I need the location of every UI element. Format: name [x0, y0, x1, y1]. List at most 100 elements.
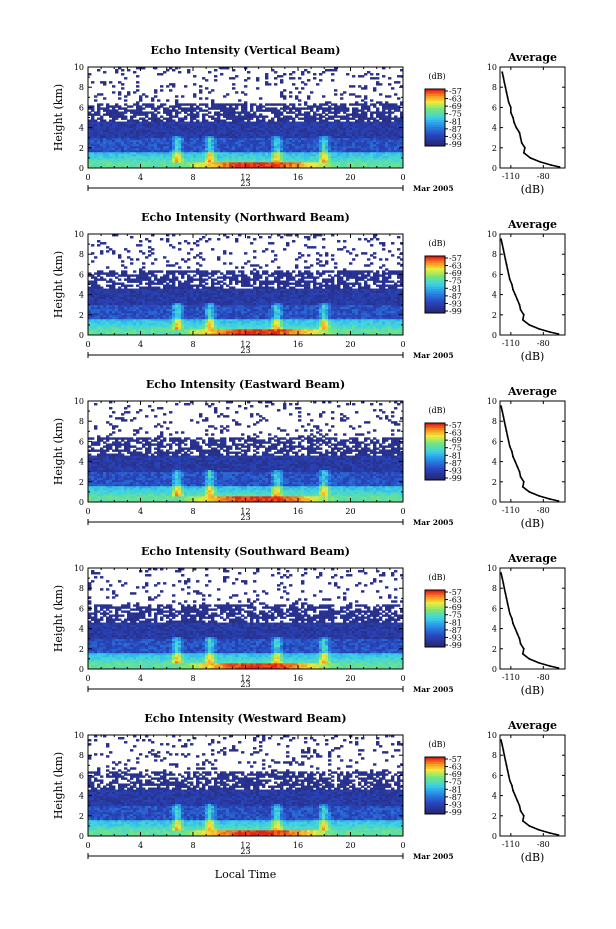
heatmap-cell — [358, 103, 362, 106]
heatmap-cell — [133, 288, 137, 291]
heatmap-cell — [94, 129, 98, 133]
heatmap-cell — [202, 270, 206, 273]
heatmap-cell — [211, 278, 215, 281]
heatmap-cell — [106, 109, 110, 112]
heatmap-cell — [136, 149, 140, 153]
heatmap-cell — [316, 83, 320, 86]
heatmap-cell — [121, 165, 125, 169]
heatmap-cell — [91, 123, 95, 126]
heatmap-cell — [112, 143, 116, 147]
heatmap-cell — [88, 157, 92, 161]
heatmap-cell — [112, 107, 116, 110]
heatmap-cell — [115, 157, 119, 161]
heatmap-cell — [190, 165, 194, 169]
heatmap-cell — [136, 139, 140, 143]
heatmap-cell — [184, 139, 188, 143]
heatmap-cell — [112, 109, 116, 112]
heatmap-cell — [223, 282, 227, 285]
heatmap-cell — [370, 103, 374, 106]
heatmap-cell — [181, 117, 185, 120]
heatmap-cell — [205, 240, 209, 243]
heatmap-cell — [169, 163, 173, 167]
heatmap-cell — [133, 91, 137, 94]
heatmap-cell — [142, 67, 146, 70]
heatmap-cell — [388, 77, 392, 80]
heatmap-cell — [121, 264, 125, 267]
heatmap-cell — [88, 286, 92, 289]
heatmap-cell — [133, 121, 137, 124]
heatmap-cell — [208, 71, 212, 74]
heatmap-cell — [232, 270, 236, 273]
heatmap-cell — [199, 288, 203, 291]
heatmap-cell — [127, 129, 131, 133]
heatmap-cell — [130, 125, 134, 128]
heatmap-cell — [181, 163, 185, 167]
heatmap-cell — [196, 254, 200, 257]
heatmap-cell — [283, 115, 287, 118]
heatmap-cell — [169, 165, 173, 169]
heatmap-cell — [133, 131, 137, 135]
heatmap-cell — [235, 75, 239, 78]
heatmap-cell — [190, 127, 194, 131]
heatmap-cell — [271, 103, 275, 106]
heatmap-cell — [328, 101, 332, 104]
heatmap-cell — [193, 115, 197, 118]
heatmap-cell — [142, 141, 146, 145]
colorbar-swatch — [425, 136, 445, 140]
heatmap-cell — [343, 115, 347, 118]
heatmap-cell — [178, 123, 182, 126]
heatmap-cell — [88, 153, 92, 157]
heatmap-cell — [91, 143, 95, 147]
heatmap-cell — [130, 111, 134, 114]
heatmap-cell — [97, 117, 101, 120]
heatmap-cell — [154, 67, 158, 70]
heatmap-cell — [100, 149, 104, 153]
heatmap-cell — [193, 151, 197, 155]
heatmap-cell — [316, 113, 320, 116]
heatmap-cell — [169, 153, 173, 157]
heatmap-cell — [199, 238, 203, 241]
heatmap-cell — [169, 159, 173, 163]
heatmap-cell — [100, 157, 104, 161]
heatmap-cell — [106, 105, 110, 108]
heatmap-cell — [124, 270, 128, 273]
heatmap-cell — [109, 81, 113, 84]
heatmap-cell — [376, 107, 380, 110]
heatmap-cell — [157, 139, 161, 143]
heatmap-cell — [130, 119, 134, 122]
heatmap-cell — [109, 155, 113, 159]
heatmap-cell — [97, 149, 101, 153]
heatmap-cell — [262, 109, 266, 112]
heatmap-cell — [313, 77, 317, 80]
heatmap-cell — [199, 103, 203, 106]
heatmap-cell — [187, 149, 191, 153]
heatmap-cell — [115, 71, 119, 74]
heatmap-cell — [169, 125, 173, 128]
heatmap-cell — [391, 103, 395, 106]
heatmap-cell — [142, 125, 146, 128]
heatmap-cell — [205, 270, 209, 273]
heatmap-cell — [169, 147, 173, 151]
heatmap-cell — [385, 115, 389, 118]
heatmap-cell — [340, 121, 344, 124]
heatmap-cell — [151, 131, 155, 135]
profile-y-tick-label: 2 — [492, 144, 497, 153]
heatmap-cell — [100, 153, 104, 157]
heatmap-cell — [136, 141, 140, 145]
heatmap-cell — [121, 125, 125, 128]
heatmap-cell — [88, 145, 92, 149]
heatmap-cell — [178, 266, 182, 269]
heatmap-cell — [157, 73, 161, 76]
heatmap-cell — [190, 125, 194, 128]
heatmap-cell — [124, 103, 128, 106]
heatmap-cell — [97, 139, 101, 143]
heatmap-cell — [184, 159, 188, 163]
heatmap-cell — [124, 161, 128, 165]
heatmap-cell — [130, 117, 134, 120]
heatmap-cell — [130, 137, 134, 141]
heatmap-cell — [94, 276, 98, 279]
heatmap-cell — [94, 145, 98, 149]
heatmap-cell — [118, 97, 122, 100]
heatmap-cell — [160, 131, 164, 135]
heatmap-cell — [103, 121, 107, 124]
